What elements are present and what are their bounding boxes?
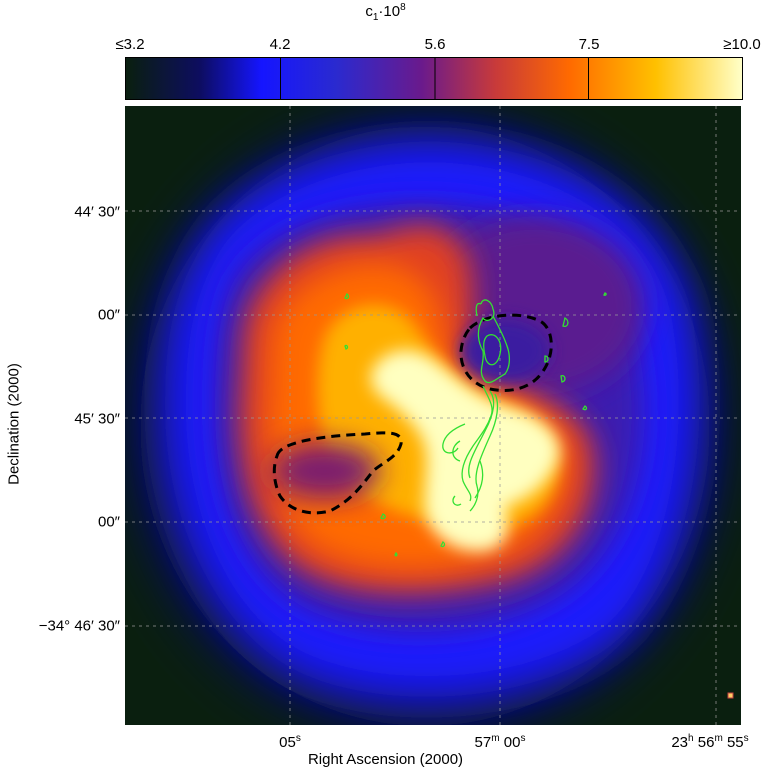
y-tick-label: 45′ 30″: [74, 410, 120, 428]
colorbar-tick-label: ≤3.2: [115, 36, 145, 53]
x-tick-label: 05s: [279, 733, 301, 751]
beam-marker: [727, 692, 734, 699]
coordinate-grid: [125, 106, 741, 725]
y-tick-label: 00″: [98, 513, 120, 531]
colorbar-tick-label: 4.2: [269, 36, 291, 53]
y-tick-label: −34° 46′ 30″: [38, 617, 120, 635]
x-tick-label: 23h 56m 55s: [671, 733, 749, 751]
colorbar-tick-label: 7.5: [578, 36, 600, 53]
colorbar-title: c1·108: [365, 2, 406, 23]
y-tick-label: 00″: [98, 306, 120, 324]
intensity-map: [125, 106, 741, 725]
x-axis-title: Right Ascension (2000): [307, 751, 464, 768]
dashed-contour: [459, 313, 553, 392]
y-tick-label: 44′ 30″: [74, 203, 120, 221]
colorbar-tick-label: ≥10.0: [723, 36, 761, 53]
y-axis-title: Declination (2000): [5, 363, 23, 485]
dashed-contour: [272, 431, 403, 515]
colorbar: [125, 57, 743, 100]
x-tick-label: 57m 00s: [474, 733, 526, 751]
radio-contours: [344, 292, 607, 557]
colorbar-tick-label: 5.6: [424, 36, 446, 53]
